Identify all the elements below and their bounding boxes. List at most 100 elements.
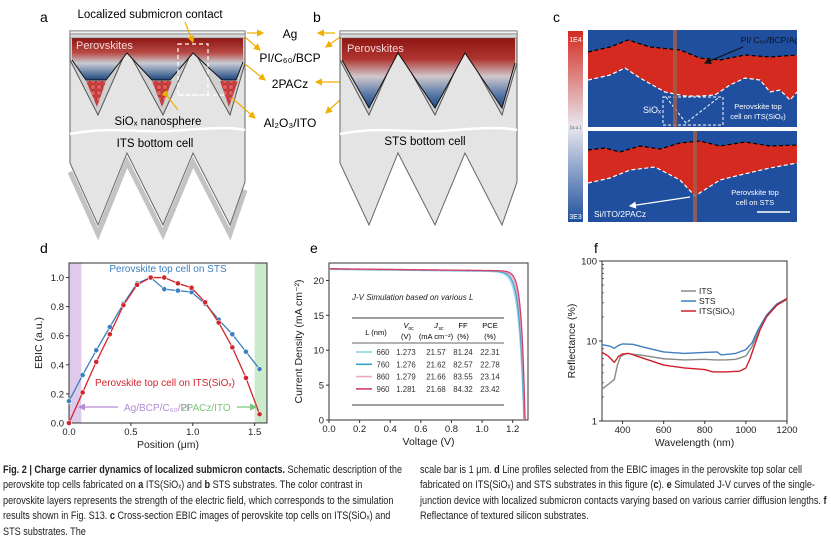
data-point xyxy=(66,398,72,405)
table-cell: 1.281 xyxy=(396,385,416,394)
table-header-unit: (V) xyxy=(401,332,412,341)
x-tick-label: 1.0 xyxy=(186,427,199,438)
colorbar-min-label: 3E3 xyxy=(569,214,582,221)
table-cell: 21.66 xyxy=(426,373,446,382)
jv-curve xyxy=(328,268,525,421)
panel-label-e: e xyxy=(310,240,318,256)
caption-bold-text: Fig. 2 | Charge carrier dynamics of loca… xyxy=(3,464,286,476)
y-tick-label: 15 xyxy=(313,311,324,322)
top-image-label-line1: Perovskite top xyxy=(734,102,782,111)
table-cell: 860 xyxy=(376,373,390,382)
data-point xyxy=(174,280,181,287)
table-cell: 82.57 xyxy=(453,360,473,369)
data-point xyxy=(188,284,195,291)
table-header: FF xyxy=(458,321,468,330)
y-tick-label: 0.8 xyxy=(51,302,64,313)
table-header-unit: (mA cm⁻²) xyxy=(419,332,454,341)
table-cell: 22.31 xyxy=(480,348,500,357)
y-tick-label: 10 xyxy=(313,346,324,357)
plot-frame xyxy=(601,260,788,422)
data-point xyxy=(174,287,181,294)
siox-nanosphere xyxy=(86,81,106,107)
data-point xyxy=(120,302,127,309)
ebic-image-sts: Si/ITO/2PACz Perovskite top cell on STS xyxy=(588,131,797,222)
data-point xyxy=(66,420,72,426)
schematic-sts-cell: Perovskites STS bottom cell xyxy=(339,30,518,227)
caption-right-column: scale bar is 1 μm. d Line profiles selec… xyxy=(420,463,831,525)
data-point xyxy=(147,274,154,281)
bottom-image-label-line2: cell on STS xyxy=(736,198,774,207)
caption-bold-text: d xyxy=(494,464,500,476)
y-tick-label: 100 xyxy=(581,257,597,268)
contact-highlight-box xyxy=(177,43,209,96)
series-line xyxy=(601,297,788,356)
data-point xyxy=(256,366,263,373)
top-layers-label: PI/ C₆₀/BCP/Ag xyxy=(741,35,800,45)
data-point xyxy=(243,348,249,355)
table-header-unit: (%) xyxy=(484,332,496,341)
data-point xyxy=(243,375,249,381)
series-line xyxy=(601,298,788,390)
sts-bottom-cell-label: STS bottom cell xyxy=(384,136,465,148)
jv-curve xyxy=(328,268,526,421)
shaded-region xyxy=(254,263,267,423)
x-tick-label: 0.4 xyxy=(384,424,397,435)
its-bottom-cell-label: ITS bottom cell xyxy=(117,138,194,150)
table-cell: 84.32 xyxy=(453,385,473,394)
y-tick-label: 20 xyxy=(313,276,324,287)
caption-bold-text: a xyxy=(138,479,144,492)
caption-text: Line profiles selected from the EBIC ima… xyxy=(420,464,803,492)
caption-text: Reflectance of textured silicon substrat… xyxy=(420,510,589,523)
layer-label-pi-c60-bcp: PI/C₆₀/BCP xyxy=(259,51,320,65)
legend-label: ITS xyxy=(699,286,713,296)
x-tick-label: 0.6 xyxy=(414,424,427,435)
x-tick-label: 0.5 xyxy=(124,427,137,438)
table-cell: 960 xyxy=(376,385,390,394)
caption-bold-text: c xyxy=(109,510,115,523)
data-point xyxy=(93,359,100,365)
series-label-sts: Perovskite top cell on STS xyxy=(109,264,227,275)
panel-label-c: c xyxy=(553,9,560,25)
y-tick-label: 5 xyxy=(319,381,324,392)
series-label-its-siox: Perovskite top cell on ITS(SiOₓ) xyxy=(95,378,235,389)
data-point xyxy=(79,389,86,396)
plot-frame xyxy=(68,262,268,424)
colorbar-max-label: 1E4 xyxy=(569,37,582,44)
y-tick-label: 0 xyxy=(319,416,324,427)
table-header: L (nm) xyxy=(365,328,387,337)
top-image-label-line2: cell on ITS(SiOₓ) xyxy=(730,112,786,121)
ebic-images: 1E4 (a.u.) 3E3 PI/ C₆₀/BCP/Ag SiOₓ Perov… xyxy=(568,30,800,222)
table-cell: 1.276 xyxy=(396,360,416,369)
x-tick-label: 400 xyxy=(615,425,631,436)
y-tick-label: 1 xyxy=(592,417,597,428)
x-tick-label: 0.0 xyxy=(322,424,335,435)
y-tick-label: 10 xyxy=(586,337,597,348)
caption-text: Cross-section EBIC images of perovskite … xyxy=(3,510,391,538)
perovskite-layer xyxy=(72,38,243,80)
legend-label: ITS(SiOₓ) xyxy=(699,306,735,316)
table-cell: 21.57 xyxy=(426,348,446,357)
caption-bold-text: b xyxy=(204,479,211,492)
x-tick-label: 800 xyxy=(697,425,713,436)
panel-label-a: a xyxy=(40,9,48,25)
table-cell: 23.14 xyxy=(480,373,500,382)
siox-label: SiOₓ xyxy=(643,105,661,115)
x-axis-label: Position (μm) xyxy=(137,439,199,451)
figure-panels: a b c d e f Localized submicron contact … xyxy=(33,9,800,451)
siox-nanosphere xyxy=(220,81,238,107)
layer-label-ag: Ag xyxy=(283,27,298,41)
caption-text: Simulated J-V curves of the single-junct… xyxy=(420,479,824,507)
jv-curve xyxy=(328,268,526,421)
x-tick-label: 0.0 xyxy=(62,427,75,438)
data-point xyxy=(161,286,168,293)
table-header: J xyxy=(433,321,438,330)
caption-text: ITS(SiOₓ) and xyxy=(143,479,205,492)
x-axis-label: Voltage (V) xyxy=(403,436,455,448)
x-axis-label: Wavelength (nm) xyxy=(655,437,735,449)
table-cell: 81.24 xyxy=(453,348,473,357)
table-cell: 1.273 xyxy=(396,348,416,357)
bottom-layers-label: Si/ITO/2PACz xyxy=(594,209,646,219)
panel-label-b: b xyxy=(313,9,321,25)
